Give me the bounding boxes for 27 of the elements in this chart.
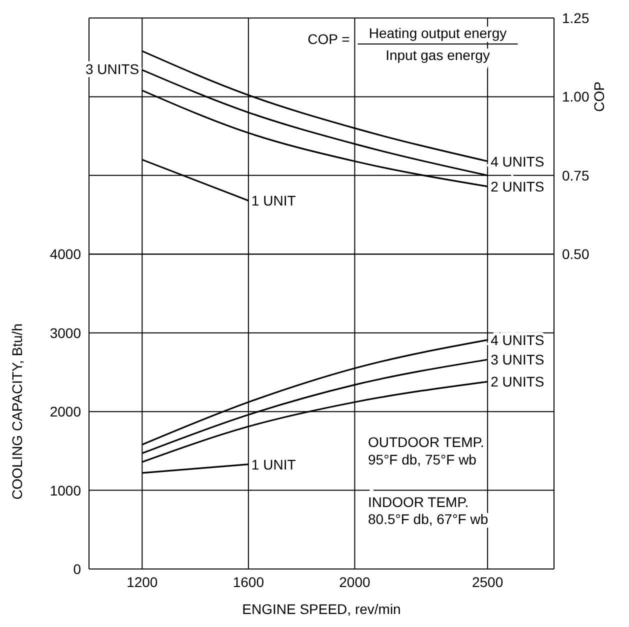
x-axis-title: ENGINE SPEED, rev/min xyxy=(242,601,401,617)
y-tick-label: 0 xyxy=(73,560,82,577)
annotation: OUTDOOR TEMP. xyxy=(368,434,484,450)
y-tick-label: 4000 xyxy=(50,246,82,262)
x-tick-label: 2500 xyxy=(472,574,504,590)
series-label: 2 UNITS xyxy=(490,374,544,390)
series-label: 1 UNIT xyxy=(251,456,296,472)
annotation: INDOOR TEMP. xyxy=(368,494,469,510)
y2-tick-label: 1.25 xyxy=(562,10,590,26)
annotation: COP = xyxy=(308,31,350,47)
y2-axis-title: COP xyxy=(591,82,607,112)
y-tick-label: 3000 xyxy=(50,324,82,341)
series-label: 2 UNITS xyxy=(490,178,544,194)
y-axis-title: COOLING CAPACITY, Btu/h xyxy=(9,324,25,500)
x-tick-label: 1600 xyxy=(232,574,264,590)
y-tick-label: 2000 xyxy=(50,404,82,420)
x-tick-label: 2000 xyxy=(339,574,370,590)
y-tick-label: 1000 xyxy=(50,482,82,498)
y2-tick-label: 0.50 xyxy=(562,246,590,262)
annotation: 95°F db, 75°F wb xyxy=(368,451,477,468)
series-label: 1 UNIT xyxy=(251,192,296,209)
y2-tick-label: 1.00 xyxy=(562,88,590,105)
series-label: 3 UNITS xyxy=(490,352,544,368)
series-label: 4 UNITS xyxy=(490,332,544,348)
x-tick-label: 1200 xyxy=(126,574,158,590)
series-label: 4 UNITS xyxy=(490,153,544,170)
y2-tick-label: 0.75 xyxy=(562,167,590,184)
